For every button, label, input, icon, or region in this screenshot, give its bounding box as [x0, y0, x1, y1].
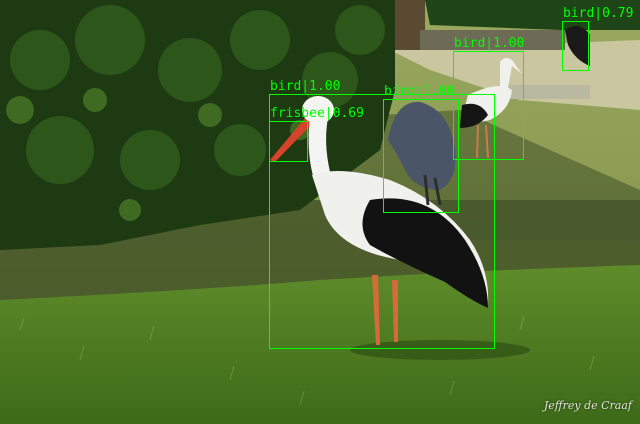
main-stork: [270, 96, 489, 345]
photo-watermark: Jeffrey de Craaf: [543, 399, 632, 412]
small-stork: [460, 57, 522, 159]
heron: [388, 101, 456, 206]
